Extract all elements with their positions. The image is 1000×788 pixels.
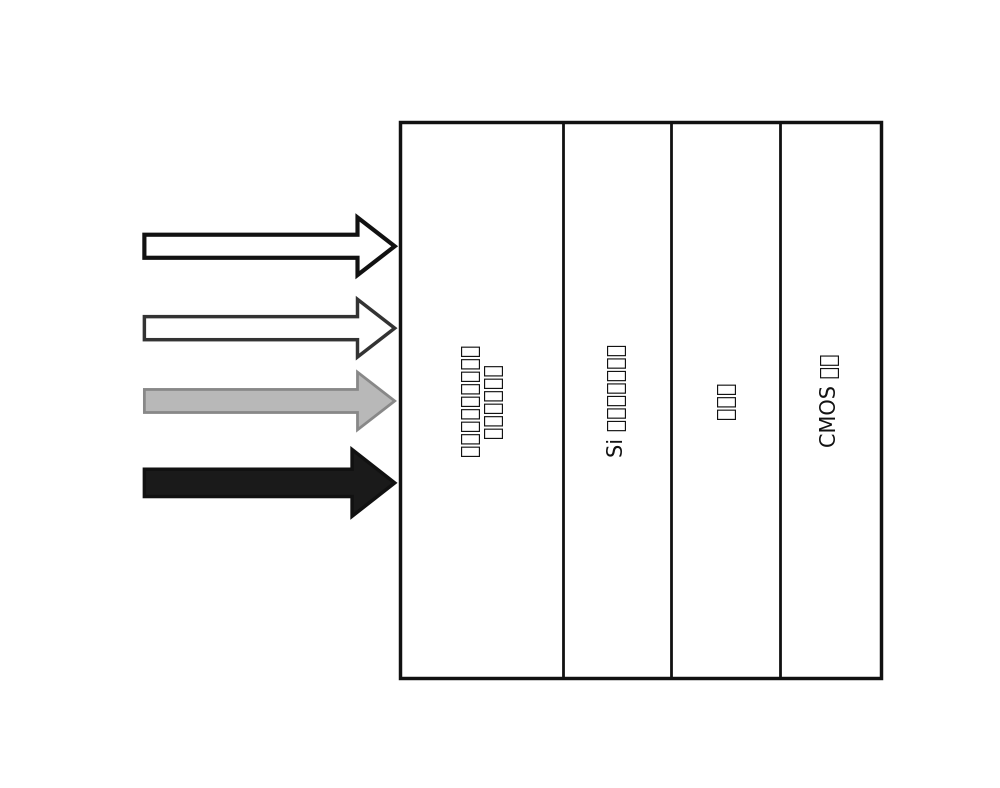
Text: CMOS 基板: CMOS 基板 [820, 353, 840, 447]
Text: 金属线: 金属线 [716, 381, 736, 418]
Polygon shape [144, 449, 395, 516]
Polygon shape [144, 217, 395, 275]
Polygon shape [144, 299, 395, 357]
Text: Si 类光电转换单元: Si 类光电转换单元 [607, 344, 627, 457]
Bar [400, 122, 881, 678]
Text: 有机类光电转换单元
（有机模块）: 有机类光电转换单元 （有机模块） [460, 344, 503, 456]
Polygon shape [144, 372, 395, 429]
